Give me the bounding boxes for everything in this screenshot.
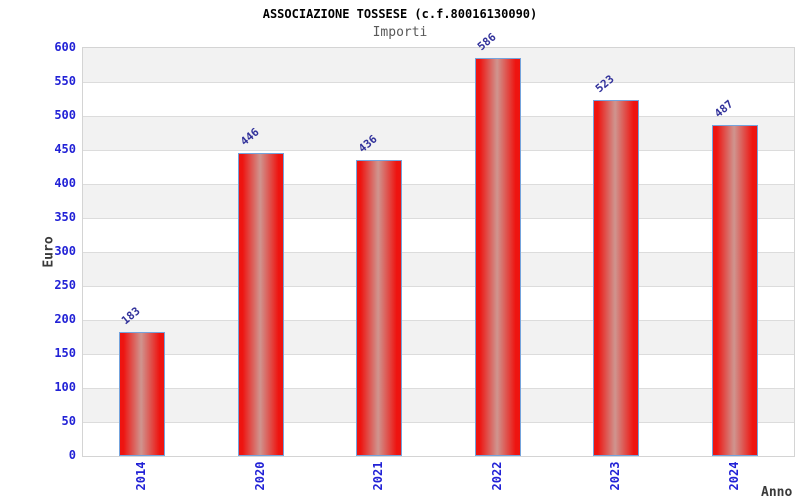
plot-area [82,47,795,457]
x-tick-label: 2023 [608,461,623,491]
y-tick-label: 0 [68,448,76,462]
grid-band [83,184,794,218]
bar [474,57,521,456]
gridline [83,150,794,151]
gridline [83,116,794,117]
bar [711,124,758,456]
y-tick-label: 100 [54,380,76,394]
x-tick-label: 2020 [252,461,267,491]
grid-band [83,320,794,354]
chart-title: ASSOCIAZIONE TOSSESE (c.f.80016130090) [262,7,538,21]
gridline [83,422,794,423]
gridline [83,320,794,321]
bar [593,100,640,456]
y-tick-label: 550 [54,74,76,88]
y-axis-title: Euro [41,236,57,268]
grid-band [83,388,794,422]
y-tick-label: 150 [54,346,76,360]
grid-band [83,48,794,82]
grid-band [83,116,794,150]
y-tick-label: 450 [54,142,76,156]
bar [119,331,166,456]
x-axis-title: Anno [761,485,793,500]
gridline [83,354,794,355]
gridline [83,388,794,389]
bar [356,159,403,456]
y-tick-label: 200 [54,312,76,326]
gridline [83,286,794,287]
gridline [83,82,794,83]
y-tick-label: 50 [61,414,76,428]
y-tick-label: 300 [54,244,76,258]
x-tick-label: 2021 [371,461,386,491]
y-tick-label: 250 [54,278,76,292]
x-tick-label: 2014 [134,461,149,491]
y-tick-label: 600 [54,40,76,54]
gridline [83,252,794,253]
chart-subtitle: Importi [372,25,428,40]
x-tick-label: 2022 [489,461,504,491]
y-tick-label: 350 [54,210,76,224]
x-tick-label: 2024 [726,461,741,491]
grid-band [83,252,794,286]
y-tick-label: 500 [54,108,76,122]
y-tick-label: 400 [54,176,76,190]
bar [237,152,284,456]
gridline [83,218,794,219]
gridline [83,184,794,185]
